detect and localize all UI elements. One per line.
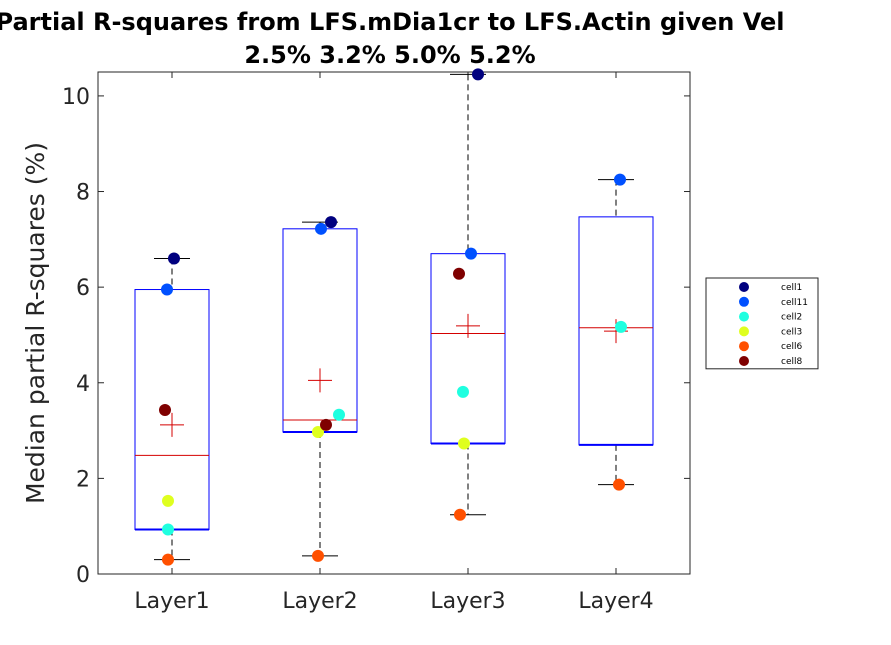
plot-area: 0 2 4 6 8 10 Layer1 Layer2 Layer3 Layer4 — [62, 68, 691, 614]
legend-marker-cell8 — [739, 356, 749, 366]
legend-label-cell6: cell6 — [781, 342, 802, 352]
x-tick-label: Layer2 — [282, 589, 357, 614]
legend-label-cell2: cell2 — [781, 313, 802, 323]
axes-frame — [97, 71, 691, 575]
y-tick-label: 0 — [76, 563, 90, 588]
legend-label-cell11: cell11 — [781, 298, 808, 308]
legend-label-cell3: cell3 — [781, 327, 802, 337]
legend-marker-cell11 — [739, 296, 749, 307]
point-cell2-Layer2 — [333, 408, 345, 421]
point-cell1-Layer3 — [472, 68, 484, 81]
y-tick-label: 10 — [62, 85, 90, 110]
point-cell2-Layer4 — [615, 320, 627, 333]
box-Layer3 — [430, 73, 506, 516]
chart-title-line1: Partial R-squares from LFS.mDia1cr to LF… — [0, 8, 784, 36]
y-axis-label: Median partial R-squares (%) — [21, 142, 50, 504]
point-cell11-Layer1 — [161, 283, 173, 296]
legend-box — [705, 277, 819, 370]
point-cell3-Layer3 — [458, 437, 470, 450]
point-cell6-Layer1 — [162, 553, 174, 566]
legend: cell1 cell11 cell2 cell3 cell6 cell8 — [705, 277, 819, 370]
x-tick-label: Layer1 — [134, 589, 209, 614]
point-cell11-Layer3 — [465, 247, 477, 260]
interquartile-box — [282, 228, 358, 433]
chart-title-line2: 2.5% 3.2% 5.0% 5.2% — [244, 41, 535, 69]
point-cell8-Layer2 — [320, 418, 332, 431]
point-cell6-Layer3 — [454, 508, 466, 521]
y-tick-label: 4 — [76, 372, 90, 397]
legend-marker-cell6 — [739, 341, 749, 352]
point-cell8-Layer1 — [159, 404, 171, 417]
point-cell6-Layer2 — [312, 549, 324, 562]
interquartile-box — [430, 253, 506, 444]
y-tick-label: 2 — [76, 467, 90, 492]
point-cell3-Layer1 — [162, 494, 174, 507]
y-tick-label: 8 — [76, 181, 90, 206]
point-cell1-Layer2 — [325, 216, 337, 229]
point-cell11-Layer2 — [315, 222, 327, 235]
y-tick-label: 6 — [76, 276, 90, 301]
point-cell11-Layer4 — [614, 173, 626, 186]
interquartile-box — [134, 289, 210, 531]
x-tick-label: Layer3 — [430, 589, 505, 614]
legend-label-cell1: cell1 — [781, 283, 802, 293]
box-Layer2 — [282, 221, 358, 557]
box-Layer1 — [134, 257, 210, 561]
point-cell8-Layer3 — [453, 267, 465, 280]
legend-marker-cell1 — [739, 282, 749, 292]
point-cell1-Layer1 — [168, 252, 180, 265]
box-Layer4 — [578, 179, 654, 486]
legend-marker-cell2 — [739, 311, 749, 322]
point-cell2-Layer1 — [162, 523, 174, 536]
point-cell2-Layer3 — [457, 385, 469, 398]
point-cell3-Layer2 — [312, 426, 324, 439]
legend-marker-cell3 — [739, 326, 749, 337]
point-cell6-Layer4 — [613, 478, 625, 491]
legend-label-cell8: cell8 — [781, 357, 802, 367]
x-tick-label: Layer4 — [578, 589, 653, 614]
